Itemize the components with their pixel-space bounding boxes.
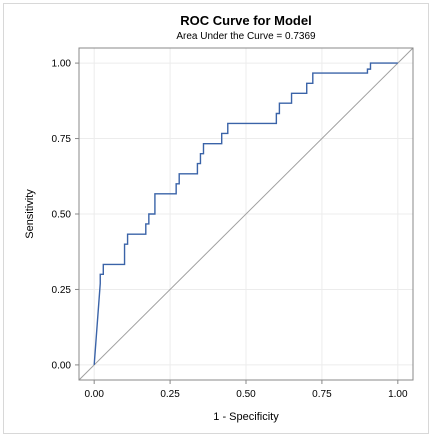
x-tick-label-3: 0.75 bbox=[312, 389, 332, 400]
y-axis-label: Sensitivity bbox=[24, 189, 36, 239]
chart-frame bbox=[3, 3, 429, 434]
x-axis-ticks: 0.00 0.25 0.50 0.75 1.00 bbox=[84, 380, 408, 400]
y-tick-label-1: 0.25 bbox=[52, 285, 72, 296]
y-tick-label-2: 0.50 bbox=[52, 210, 72, 221]
x-tick-label-2: 0.50 bbox=[236, 389, 256, 400]
roc-curve-line bbox=[93, 62, 398, 365]
x-axis-label: 1 - Specificity bbox=[213, 411, 279, 423]
x-tick-label-0: 0.00 bbox=[84, 389, 104, 400]
chart-subtitle: Area Under the Curve = 0.7369 bbox=[176, 31, 316, 42]
x-tick-label-1: 0.25 bbox=[160, 389, 180, 400]
grid-lines bbox=[79, 48, 413, 380]
y-tick-label-0: 0.00 bbox=[52, 360, 72, 371]
y-tick-label-3: 0.75 bbox=[52, 134, 72, 145]
y-axis-ticks: 0.00 0.25 0.50 0.75 1.00 bbox=[52, 59, 79, 371]
y-tick-label-4: 1.00 bbox=[52, 59, 72, 70]
x-tick-label-4: 1.00 bbox=[388, 389, 408, 400]
chart-title: ROC Curve for Model bbox=[180, 13, 311, 28]
reference-diagonal-line bbox=[78, 47, 414, 381]
